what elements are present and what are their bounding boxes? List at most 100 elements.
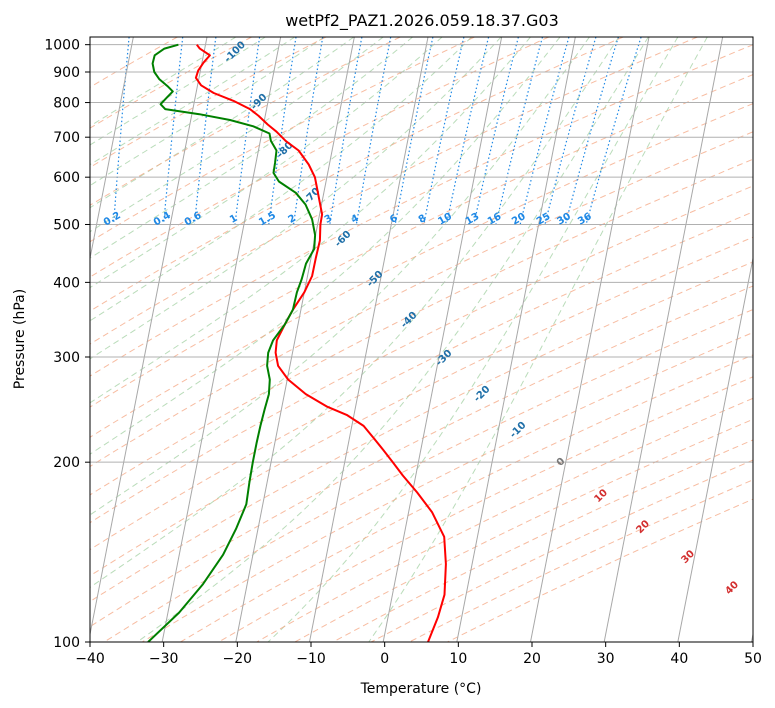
mixing-ratio-line [113,37,130,225]
x-tick-label: 10 [449,651,467,667]
y-tick-label: 100 [53,635,80,651]
x-tick-label: −10 [296,651,326,667]
moist-adiabat-label: 40 [723,579,741,597]
mixing-ratio-label: 13 [464,211,482,228]
dry-adiabat [90,211,753,551]
dewpoint-profile [147,43,317,642]
moist-adiabat-label: 10 [592,487,610,505]
mixing-ratio-label: 30 [555,211,573,228]
dry-adiabat [90,37,475,243]
moist-adiabat [90,37,443,289]
dry-adiabat [409,479,753,642]
dry-adiabat [90,74,753,408]
y-tick-label: 800 [53,96,80,112]
y-tick-label: 900 [53,65,80,81]
dry-adiabat [90,37,178,88]
y-tick-label: 500 [53,217,80,233]
moist-adiabat [90,37,325,187]
isotherm [603,37,724,642]
x-tick-label: 40 [670,651,688,667]
x-tick-label: 30 [597,651,615,667]
dry-adiabat [90,103,753,438]
dry-adiabat-label: -40 [399,310,420,331]
mixing-ratio-line [355,37,392,225]
mixing-ratio-label: 4 [349,213,361,226]
mixing-ratio-labels: 0.1 0.2 0.4 0.6 1 1.5 2 3 4 6 8 10 13 16 20 25 30 36 [102,210,594,228]
isotherm [382,37,503,642]
moist-adiabat [90,37,355,209]
isobars [90,44,753,642]
x-tick-label: −20 [223,651,253,667]
dry-adiabat [90,37,550,278]
dry-adiabat [103,308,753,642]
dry-adiabat-label: -80 [275,140,296,161]
mixing-ratio-line [544,37,597,225]
isotherm [456,37,576,642]
dry-adiabat-labels: -100-90-80-70-60-50-40-30-20-10 [222,39,528,440]
plot-area: 0.1 0.2 0.4 0.6 1 1.5 2 3 4 6 8 10 13 16 20 25 30 36 -100… [0,37,753,642]
mixing-ratio-line [423,37,465,225]
mixing-ratio-line [163,37,184,225]
x-tick-label: 20 [523,651,541,667]
mixing-ratio-line [473,37,519,225]
y-axis-label: Pressure (hPa) [12,289,28,389]
mixing-ratio-line [394,37,434,225]
mixing-ratio-line [495,37,544,225]
isotherm [161,37,282,642]
y-tick-label: 400 [53,275,80,291]
mixing-ratio-label: 10 [436,211,454,228]
isotherm [90,37,208,637]
dry-adiabat [332,439,753,642]
dry-adiabat [90,158,753,496]
mixing-ratio-line [445,37,490,225]
moist-adiabat-label: 0 [555,456,568,469]
isotherm [751,631,753,642]
dry-adiabat [90,236,753,577]
plot-frame [89,36,754,643]
x-tick-label: 50 [744,651,762,667]
moist-adiabat [90,37,472,322]
mixing-ratio-line [193,37,217,225]
dry-adiabat [90,37,401,206]
x-axis: −40 −30 −20 −10 0 10 20 30 40 50 [75,642,762,667]
isotherm [235,37,355,642]
moist-adiabat [90,37,502,360]
isotherm [0,37,60,642]
isotherm [90,37,134,261]
isotherm [530,37,650,642]
chart-title: wetPf2_PAZ1.2026.059.18.37.G03 [285,11,559,31]
y-tick-label: 1000 [44,38,80,54]
dry-adiabat [90,185,753,524]
moist-adiabat [90,37,237,127]
dry-adiabat-label: -10 [508,420,529,441]
mixing-ratio-label: 20 [510,211,528,228]
y-tick-label: 600 [53,170,80,186]
mixing-ratio-line [585,37,642,225]
moist-adiabat-label: 30 [679,548,697,566]
x-tick-label: −30 [149,651,179,667]
dry-adiabat [90,131,753,468]
profiles [147,43,447,642]
mixing-ratio-line [329,37,363,225]
dry-adiabat-label: -20 [472,384,493,405]
y-tick-label: 300 [53,350,80,366]
dry-adiabat [294,418,753,642]
dry-adiabat [90,37,624,312]
mixing-ratio-line [564,37,619,225]
mixing-ratio-label: 36 [576,211,594,228]
mixing-ratio-lines [113,37,642,225]
moist-adiabat [90,37,384,233]
y-tick-label: 200 [53,455,80,471]
moist-adiabat [136,37,649,642]
dry-adiabats [90,37,753,642]
dry-adiabat [370,459,753,642]
temperature-profile [194,44,447,642]
moist-adiabat [90,37,620,588]
mixing-ratio-label: 1 [228,213,240,226]
moist-adiabat [90,37,413,259]
dry-adiabat [90,44,753,377]
moist-adiabat [90,37,531,404]
mixing-ratio-label: 6 [388,213,400,226]
mixing-ratio-label: 2 [287,213,299,226]
